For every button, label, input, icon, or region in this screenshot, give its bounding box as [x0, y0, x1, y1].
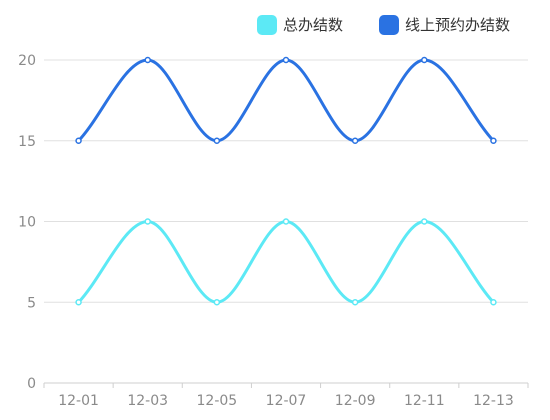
x-tick-label: 12-07: [266, 393, 307, 409]
series-1-point: [213, 137, 221, 144]
series-line-1: [77, 58, 495, 143]
series-0-point: [75, 299, 82, 306]
series-0-point: [144, 218, 151, 225]
y-tick-label: 20: [18, 53, 36, 69]
series-0-point: [421, 218, 428, 225]
y-tick-label: 10: [18, 215, 36, 231]
x-tick-label: 12-05: [197, 393, 238, 409]
series-1-point: [282, 56, 290, 64]
x-tick-label: 12-13: [473, 393, 514, 409]
series-line-0: [77, 219, 495, 304]
x-tick-label: 12-09: [335, 393, 376, 409]
series-1-point: [351, 137, 359, 144]
series-0-point: [282, 218, 290, 225]
legend-label-total: 总办结数: [282, 16, 343, 34]
legend-item-total[interactable]: 总办结数: [256, 14, 343, 35]
x-tick-label: 12-03: [127, 393, 168, 409]
x-tick-label: 12-11: [404, 393, 445, 409]
series-0-point: [351, 299, 359, 306]
legend-swatch-online: [378, 14, 399, 35]
legend-item-online[interactable]: 线上预约办结数: [378, 14, 510, 35]
y-tick-label: 0: [27, 376, 36, 392]
series-0-point: [490, 299, 497, 306]
legend-swatch-total: [256, 14, 277, 35]
x-tick-label: 12-01: [58, 393, 99, 409]
y-tick-label: 5: [27, 295, 36, 311]
series-1-point: [490, 137, 497, 144]
series-0-point: [213, 299, 221, 306]
series-1-point: [144, 56, 151, 64]
legend-label-online: 线上预约办结数: [404, 16, 510, 34]
chart-legend: 总办结数 线上预约办结数: [256, 14, 510, 35]
y-tick-label: 15: [18, 134, 36, 150]
series-1-point: [75, 137, 82, 144]
series-1-point: [421, 56, 428, 64]
